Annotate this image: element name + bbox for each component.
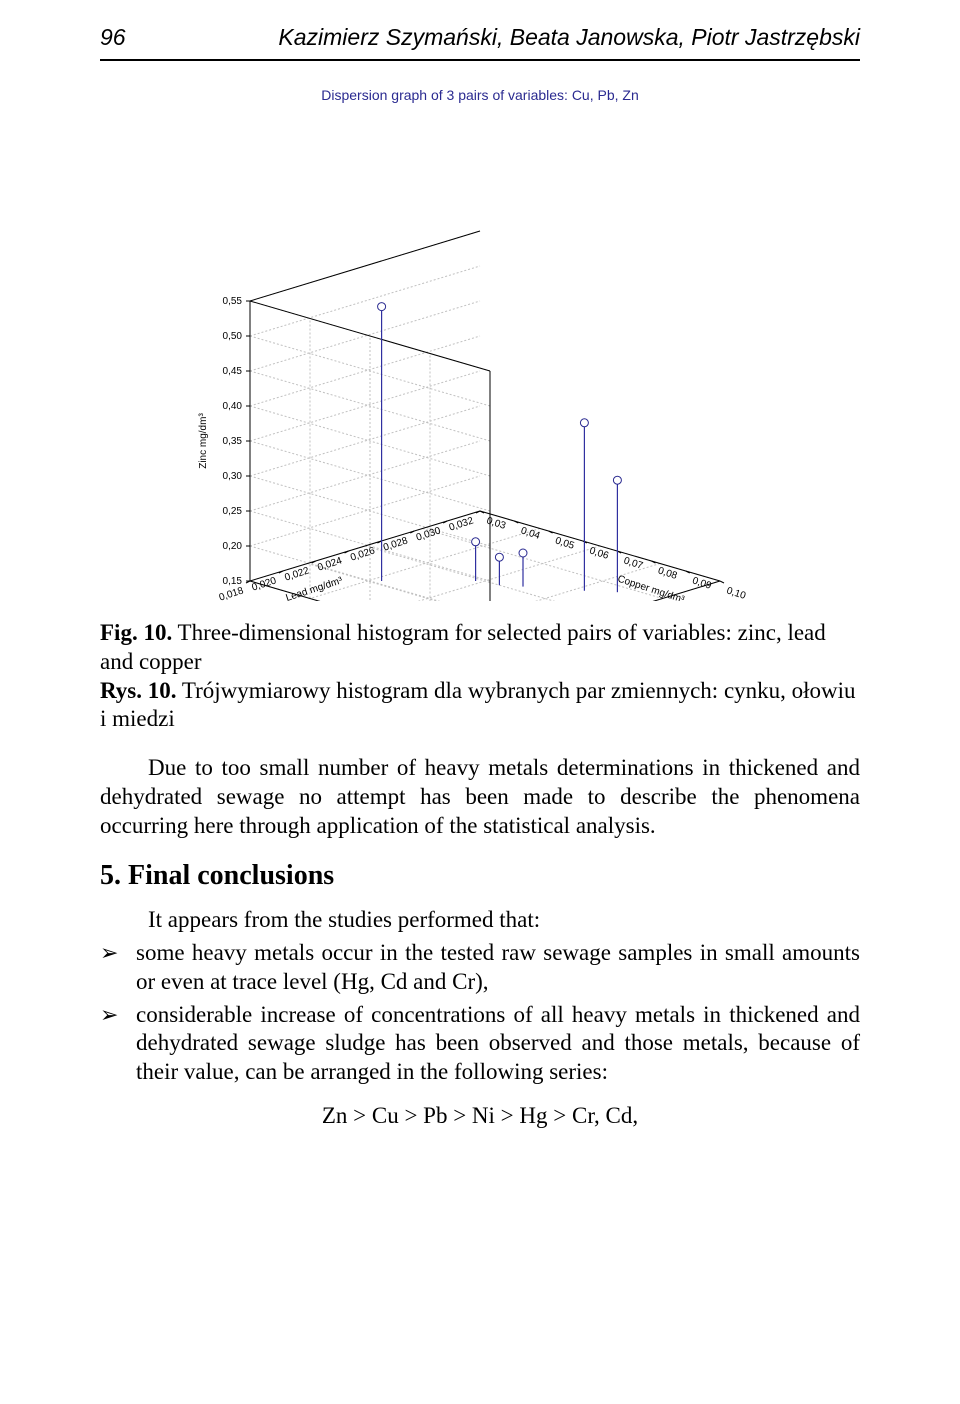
header-rule — [100, 59, 860, 61]
svg-text:0,022: 0,022 — [283, 565, 311, 583]
figure-caption: Fig. 10. Three-dimensional histogram for… — [100, 619, 860, 734]
rys-label: Rys. 10. — [100, 678, 177, 703]
fig-text: Three-dimensional histogram for selected… — [100, 620, 826, 674]
chart-title: Dispersion graph of 3 pairs of variables… — [321, 87, 639, 103]
svg-text:0,024: 0,024 — [316, 555, 344, 573]
svg-text:0,028: 0,028 — [382, 535, 410, 553]
section-intro: It appears from the studies performed th… — [100, 906, 860, 935]
body-paragraph: Due to too small number of heavy metals … — [100, 754, 860, 840]
svg-text:0,018: 0,018 — [218, 585, 246, 601]
list-item: considerable increase of concentrations … — [100, 1001, 860, 1087]
svg-text:0,10: 0,10 — [725, 585, 747, 601]
svg-text:0,030: 0,030 — [415, 525, 443, 543]
conclusions-list: some heavy metals occur in the tested ra… — [100, 939, 860, 1087]
svg-text:0,020: 0,020 — [251, 575, 279, 593]
svg-text:0,55: 0,55 — [223, 296, 243, 307]
page-header: 96 Kazimierz Szymański, Beata Janowska, … — [100, 24, 860, 51]
svg-text:0,45: 0,45 — [223, 366, 243, 377]
list-item: some heavy metals occur in the tested ra… — [100, 939, 860, 997]
svg-text:0,026: 0,026 — [349, 545, 377, 563]
authors-line: Kazimierz Szymański, Beata Janowska, Pio… — [278, 24, 860, 51]
svg-text:Zinc mg/dm³: Zinc mg/dm³ — [198, 413, 209, 469]
svg-text:0,032: 0,032 — [448, 515, 476, 533]
svg-text:0,40: 0,40 — [223, 401, 243, 412]
svg-text:0,20: 0,20 — [223, 541, 243, 552]
dispersion-chart: Dispersion graph of 3 pairs of variables… — [110, 81, 850, 601]
rys-text: Trójwymiarowy histogram dla wybranych pa… — [100, 678, 856, 732]
svg-text:0,35: 0,35 — [223, 436, 243, 447]
metal-series: Zn > Cu > Pb > Ni > Hg > Cr, Cd, — [100, 1103, 860, 1129]
svg-text:0,50: 0,50 — [223, 331, 243, 342]
fig-label: Fig. 10. — [100, 620, 172, 645]
section-heading: 5. Final conclusions — [100, 860, 860, 892]
page-number: 96 — [100, 24, 126, 51]
svg-text:0,30: 0,30 — [223, 471, 243, 482]
chart-svg: 0,150,200,250,300,350,400,450,500,55Zinc… — [110, 111, 850, 601]
svg-text:0,25: 0,25 — [223, 506, 243, 517]
